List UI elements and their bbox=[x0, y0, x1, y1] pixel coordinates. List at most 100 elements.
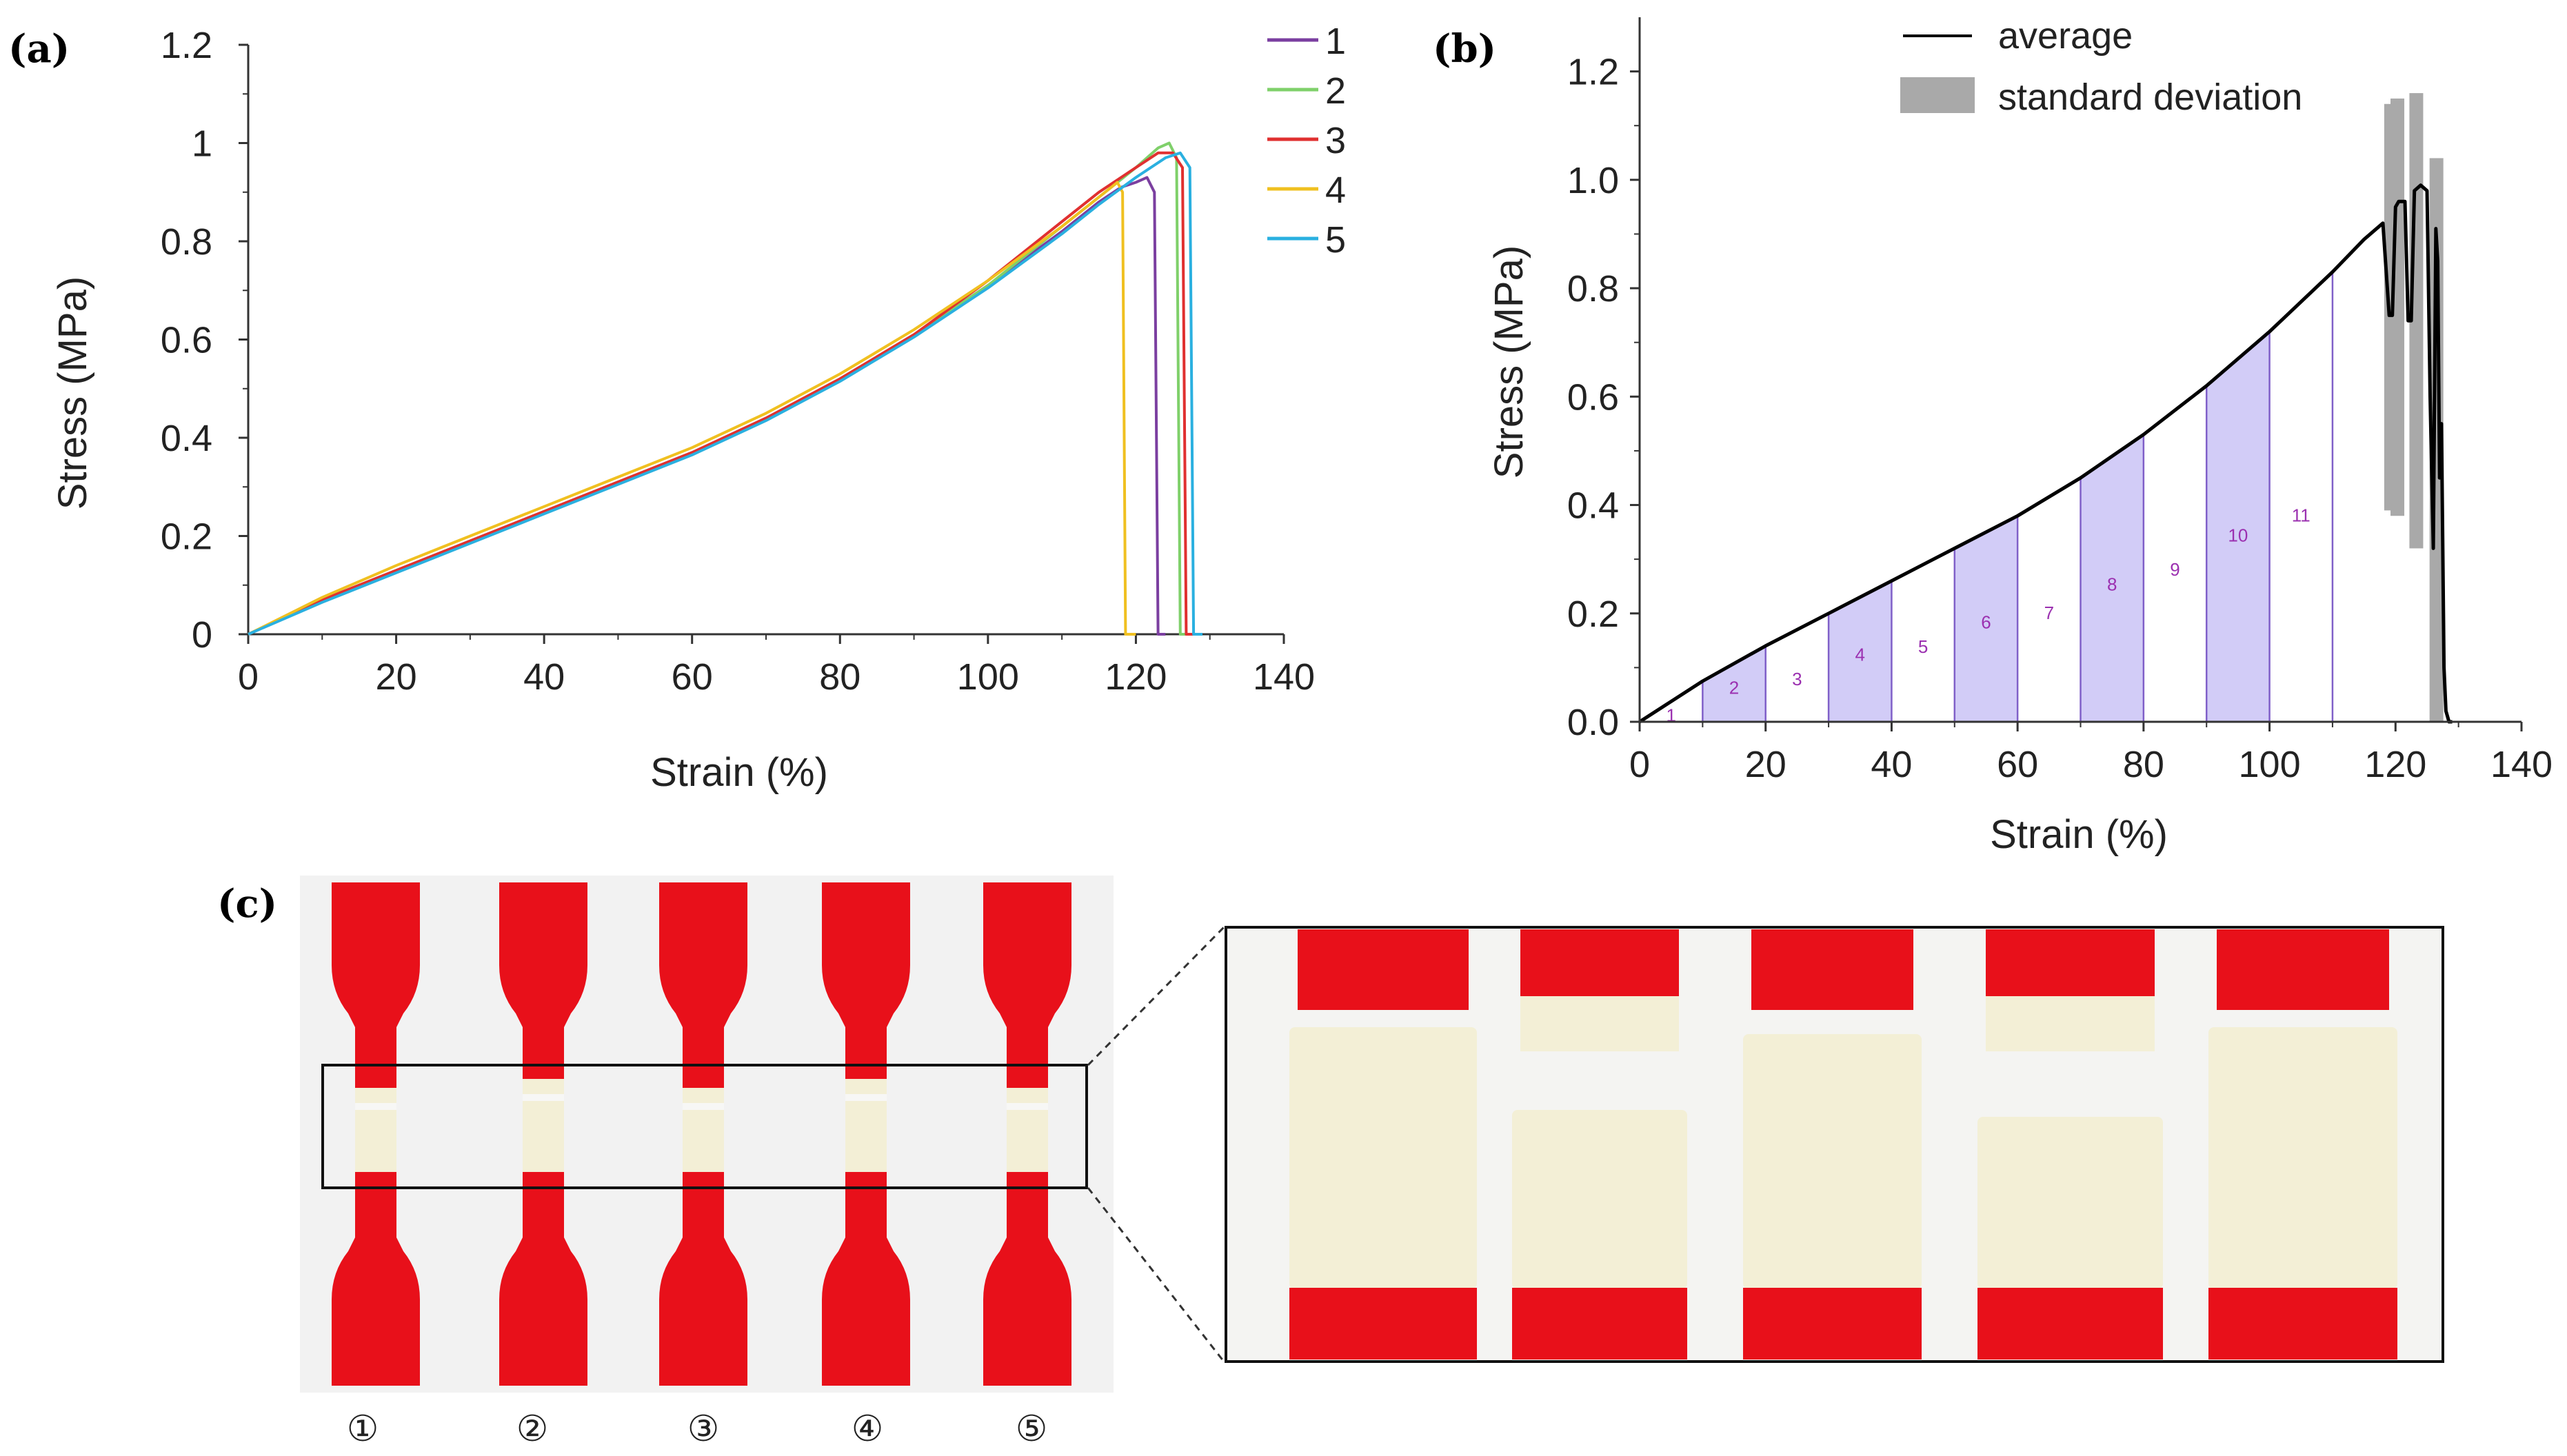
zoomed-fracture-photo bbox=[1225, 926, 2444, 1363]
region-label-3: 3 bbox=[1792, 669, 1802, 689]
chart-a-x-tick-label: 0 bbox=[238, 656, 259, 698]
chart-a-x-tick-label: 120 bbox=[1105, 656, 1167, 698]
legend-label-1: 1 bbox=[1325, 21, 1346, 62]
chart-a-y-tick-label: 0.6 bbox=[161, 320, 212, 361]
chart-a-y-axis-title: Stress (MPa) bbox=[50, 276, 95, 509]
zoom-gauge-section bbox=[2208, 1027, 2397, 1289]
panel-label-b: (b) bbox=[1433, 26, 1496, 72]
chart-a-x-tick-label: 100 bbox=[957, 656, 1019, 698]
fracture-gap bbox=[1007, 1103, 1048, 1110]
zoom-upper-fragment bbox=[1986, 996, 2155, 1051]
chart-a-x-tick-label: 80 bbox=[819, 656, 860, 698]
zoom-bottom-grip bbox=[1289, 1288, 1477, 1359]
region-label-5: 5 bbox=[1918, 636, 1928, 657]
specimen-set bbox=[332, 882, 1071, 1386]
region-label-6: 6 bbox=[1981, 611, 1991, 632]
chart-a-y-tick-label: 0.2 bbox=[161, 516, 212, 558]
chart-a-x-tick-label: 40 bbox=[523, 656, 565, 698]
region-fill-2 bbox=[1702, 645, 1766, 722]
average-curve bbox=[1638, 183, 2453, 724]
legend-std-swatch bbox=[1900, 77, 1975, 113]
zoom-gauge-section bbox=[1512, 1110, 1687, 1289]
chart-b-x-axis-title: Strain (%) bbox=[1990, 812, 2168, 857]
region-fill-10 bbox=[2206, 332, 2270, 722]
region-fill-4 bbox=[1829, 580, 1892, 722]
chart-b-x-tick-label: 0 bbox=[1629, 744, 1650, 785]
specimen-label: ④ bbox=[852, 1408, 884, 1450]
fracture-gap bbox=[683, 1103, 724, 1110]
specimen-gauge-section bbox=[523, 1079, 564, 1172]
zoom-region-box bbox=[321, 1064, 1088, 1189]
chart-b-x-tick-label: 100 bbox=[2239, 744, 2301, 785]
region-fill-8 bbox=[2080, 434, 2144, 722]
zoom-piece-4 bbox=[1977, 929, 2163, 1359]
legend-average-label: average bbox=[1998, 15, 2133, 57]
chart-a-y-tick-label: 0.4 bbox=[161, 418, 212, 459]
chart-a-y-tick-label: 0.8 bbox=[161, 221, 212, 263]
chart-b-y-tick-label: 0.8 bbox=[1567, 268, 1619, 310]
series-line-2 bbox=[248, 141, 1188, 636]
chart-b-legend: average standard deviation bbox=[1900, 15, 2302, 118]
chart-b-x-tick-label: 80 bbox=[2123, 744, 2164, 785]
zoom-top-grip bbox=[1298, 929, 1469, 1010]
specimen-gauge-section bbox=[355, 1088, 396, 1172]
region-label-1: 1 bbox=[1666, 705, 1675, 725]
specimen-5 bbox=[983, 882, 1071, 1386]
specimen-4 bbox=[822, 882, 910, 1386]
series-line-3 bbox=[248, 151, 1196, 636]
region-fill-6 bbox=[1954, 516, 2018, 722]
panel-label-a: (a) bbox=[8, 26, 70, 72]
zoom-piece-2 bbox=[1512, 929, 1687, 1359]
specimen-1 bbox=[332, 882, 420, 1386]
chart-b-x-tick-label: 40 bbox=[1871, 744, 1912, 785]
specimen-photo bbox=[300, 876, 1114, 1393]
zoom-upper-fragment bbox=[1520, 996, 1679, 1051]
specimen-gauge-section bbox=[1007, 1088, 1048, 1172]
chart-b-x-tick-label: 60 bbox=[1997, 744, 2038, 785]
series-line-5 bbox=[248, 151, 1202, 636]
legend-label-3: 3 bbox=[1325, 120, 1346, 161]
zoom-piece-1 bbox=[1289, 929, 1477, 1359]
legend-label-5: 5 bbox=[1325, 219, 1346, 261]
specimen-label: ③ bbox=[687, 1408, 720, 1450]
region-label-11: 11 bbox=[2292, 505, 2311, 525]
specimen-3 bbox=[659, 882, 747, 1386]
region-label-2: 2 bbox=[1729, 678, 1739, 698]
specimen-gauge-section bbox=[845, 1079, 887, 1172]
zoom-bottom-grip bbox=[2208, 1288, 2397, 1359]
legend-std-label: standard deviation bbox=[1998, 77, 2302, 118]
fracture-gap bbox=[355, 1103, 396, 1110]
region-label-4: 4 bbox=[1855, 645, 1865, 665]
chart-b-y-tick-label: 0.0 bbox=[1567, 702, 1619, 743]
region-label-9: 9 bbox=[2170, 559, 2180, 580]
region-label-8: 8 bbox=[2107, 574, 2117, 594]
zoom-piece-5 bbox=[2208, 929, 2397, 1359]
chart-b-y-axis-title: Stress (MPa) bbox=[1487, 245, 1531, 478]
zoom-gauge-section bbox=[1289, 1027, 1477, 1289]
chart-a-x-tick-label: 60 bbox=[672, 656, 713, 698]
zoom-gauge-section bbox=[1743, 1034, 1922, 1289]
stress-strain-chart-individual: Stress (MPa) Strain (%) 0 20 40 60 80 100 120 1… bbox=[50, 21, 1346, 795]
panel-label-c: (c) bbox=[217, 881, 277, 927]
chart-b-y-tick-label: 1.0 bbox=[1567, 160, 1619, 201]
series-line-1 bbox=[248, 176, 1166, 636]
chart-b-x-tick-label: 140 bbox=[2490, 744, 2553, 785]
specimen-gauge-section bbox=[683, 1088, 724, 1172]
legend-label-4: 4 bbox=[1325, 170, 1346, 211]
specimen-2 bbox=[499, 882, 587, 1386]
chart-b-y-tick-label: 1.2 bbox=[1567, 52, 1619, 93]
chart-b-x-tick-label: 120 bbox=[2364, 744, 2426, 785]
zoom-bottom-grip bbox=[1743, 1288, 1922, 1359]
chart-b-y-tick-label: 0.2 bbox=[1567, 594, 1619, 635]
region-label-10: 10 bbox=[2228, 525, 2248, 546]
specimen-labels: ① ② ③ ④ ⑤ bbox=[347, 1408, 1048, 1450]
fracture-gap bbox=[523, 1094, 564, 1101]
chart-a-y-tick-label: 0 bbox=[192, 614, 212, 656]
zoom-bottom-grip bbox=[1977, 1288, 2163, 1359]
zoom-gauge-section bbox=[1977, 1117, 2163, 1289]
chart-a-x-tick-label: 140 bbox=[1253, 656, 1315, 698]
specimen-label: ② bbox=[516, 1408, 549, 1450]
chart-a-x-tick-label: 20 bbox=[376, 656, 417, 698]
chart-b-y-tick-label: 0.6 bbox=[1567, 376, 1619, 418]
chart-b-y-tick-label: 0.4 bbox=[1567, 485, 1619, 527]
